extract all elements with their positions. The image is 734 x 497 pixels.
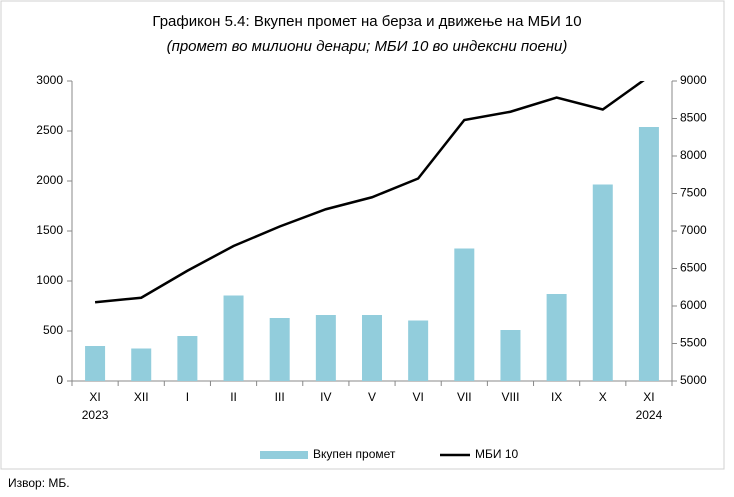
x-tick-label: VI <box>412 390 423 404</box>
y-tick-label: 2000 <box>36 173 63 187</box>
plot-area <box>85 81 659 381</box>
line-series <box>94 81 645 304</box>
y2-tick-label: 5000 <box>680 373 707 387</box>
bar <box>131 348 152 381</box>
bar <box>546 294 567 381</box>
y-tick-label: 1500 <box>36 223 63 237</box>
y-tick-label: 500 <box>43 323 63 337</box>
x-tick-label: XI <box>89 390 100 404</box>
x-tick-label: IV <box>320 390 331 404</box>
y-tick-label: 2500 <box>36 123 63 137</box>
bar <box>315 315 336 381</box>
bar <box>223 295 244 381</box>
bar <box>454 248 475 381</box>
legend-swatch <box>260 451 308 459</box>
x-tick-label: XII <box>134 390 149 404</box>
bar <box>85 346 106 381</box>
bar <box>408 320 429 381</box>
y2-tick-label: 7000 <box>680 223 707 237</box>
source-note: Извор: МБ. <box>8 476 70 490</box>
x-tick-label: II <box>230 390 237 404</box>
y2-tick-label: 8500 <box>680 111 707 125</box>
x-tick-label: I <box>186 390 189 404</box>
y-tick-label: 0 <box>56 373 63 387</box>
y2-tick-label: 6000 <box>680 298 707 312</box>
x-tick-label: V <box>368 390 376 404</box>
x-tick-label: XI <box>643 390 654 404</box>
y-tick-label: 1000 <box>36 273 63 287</box>
x-year-label: 2024 <box>636 408 663 422</box>
bar <box>362 315 382 381</box>
bar <box>638 127 659 381</box>
bar <box>177 336 198 381</box>
bar <box>500 330 521 381</box>
x-tick-label: X <box>599 390 607 404</box>
y-tick-label: 3000 <box>36 73 63 87</box>
bar <box>269 318 290 381</box>
y2-tick-label: 9000 <box>680 73 707 87</box>
bar <box>592 184 613 381</box>
chart-subtitle: (промет во милиони денари; МБИ 10 во инд… <box>167 38 568 55</box>
y2-tick-label: 8000 <box>680 148 707 162</box>
x-tick-label: III <box>275 390 285 404</box>
y2-tick-label: 6500 <box>680 261 707 275</box>
y2-tick-label: 5500 <box>680 336 707 350</box>
x-tick-label: IX <box>551 390 562 404</box>
chart-title: Графикон 5.4: Вкупен промет на берза и д… <box>152 13 581 30</box>
legend-label: МБИ 10 <box>475 447 519 461</box>
legend-label: Вкупен промет <box>313 447 396 461</box>
x-year-label: 2023 <box>82 408 109 422</box>
chart-border <box>0 0 725 470</box>
x-tick-label: VIII <box>501 390 519 404</box>
x-tick-label: VII <box>457 390 472 404</box>
y2-tick-label: 7500 <box>680 186 707 200</box>
